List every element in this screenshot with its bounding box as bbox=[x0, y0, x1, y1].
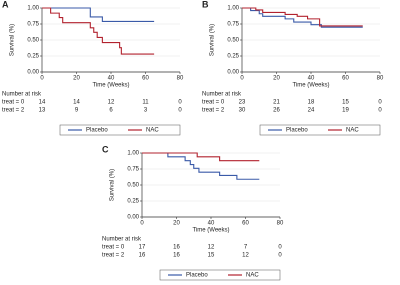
risk-value: 9 bbox=[75, 108, 79, 114]
panel-label: B bbox=[202, 0, 209, 9]
legend-label: Placebo bbox=[86, 128, 108, 134]
risk-value: 16 bbox=[173, 253, 180, 259]
x-axis-title: Time (Weeks) bbox=[292, 83, 329, 89]
y-tick-label: 1.00 bbox=[27, 6, 39, 12]
y-tick-label: 0.25 bbox=[127, 199, 139, 205]
y-tick-label: 0.00 bbox=[27, 70, 39, 76]
risk-value: 16 bbox=[139, 253, 146, 259]
risk-row-label: treat = 0 bbox=[202, 100, 225, 106]
legend-box bbox=[59, 124, 181, 136]
y-tick-label: 0.75 bbox=[127, 167, 139, 173]
risk-value: 14 bbox=[73, 100, 80, 106]
panel: C 0.00 0.25 0.50 0.75 1.00 0 20 40 60 80 Time (Week… bbox=[102, 144, 284, 281]
risk-value: 0 bbox=[178, 108, 182, 114]
y-tick-label: 0.25 bbox=[227, 54, 239, 60]
y-tick-label: 1.00 bbox=[227, 6, 239, 12]
survival-line bbox=[42, 7, 155, 22]
risk-value: 21 bbox=[273, 100, 280, 106]
legend-label: Placebo bbox=[286, 128, 308, 134]
y-tick-label: 0.50 bbox=[227, 38, 239, 44]
risk-value: 3 bbox=[144, 108, 148, 114]
risk-table-title: Number at risk bbox=[102, 237, 142, 243]
x-tick-label: 20 bbox=[73, 76, 80, 82]
legend-label: NAC bbox=[346, 128, 359, 134]
y-axis-title: Survival (%) bbox=[210, 24, 216, 56]
risk-value: 30 bbox=[239, 108, 246, 114]
x-tick-label: 60 bbox=[142, 76, 149, 82]
risk-row-label: treat = 2 bbox=[102, 253, 125, 259]
risk-value: 11 bbox=[142, 100, 149, 106]
survival-line bbox=[42, 7, 155, 55]
risk-row-label: treat = 0 bbox=[2, 100, 25, 106]
risk-value: 0 bbox=[378, 100, 382, 106]
risk-value: 18 bbox=[308, 100, 315, 106]
risk-value: 0 bbox=[278, 245, 282, 251]
y-axis-title: Survival (%) bbox=[110, 169, 116, 201]
legend-box bbox=[159, 269, 281, 281]
risk-value: 7 bbox=[244, 245, 248, 251]
risk-value: 12 bbox=[242, 253, 249, 259]
risk-value: 13 bbox=[39, 108, 46, 114]
survival-line bbox=[242, 7, 363, 27]
x-tick-label: 20 bbox=[173, 221, 180, 227]
x-tick-label: 60 bbox=[242, 221, 249, 227]
risk-value: 12 bbox=[108, 100, 115, 106]
y-tick-label: 0.75 bbox=[227, 22, 239, 28]
x-tick-label: 80 bbox=[277, 221, 284, 227]
risk-row-label: treat = 2 bbox=[2, 108, 25, 114]
risk-value: 19 bbox=[342, 108, 349, 114]
risk-row-label: treat = 0 bbox=[102, 245, 125, 251]
x-tick-label: 0 bbox=[140, 221, 144, 227]
y-tick-label: 1.00 bbox=[127, 151, 139, 157]
risk-value: 26 bbox=[273, 108, 280, 114]
x-tick-label: 40 bbox=[108, 76, 115, 82]
y-tick-label: 0.25 bbox=[27, 54, 39, 60]
risk-value: 15 bbox=[342, 100, 349, 106]
survival-line bbox=[242, 7, 363, 28]
y-axis-title: Survival (%) bbox=[10, 24, 16, 56]
x-tick-label: 0 bbox=[240, 76, 244, 82]
risk-value: 24 bbox=[308, 108, 315, 114]
risk-value: 23 bbox=[239, 100, 246, 106]
legend-label: NAC bbox=[146, 128, 159, 134]
y-tick-label: 0.00 bbox=[227, 70, 239, 76]
panel-label: A bbox=[2, 0, 9, 9]
risk-value: 0 bbox=[278, 253, 282, 259]
y-tick-label: 0.50 bbox=[127, 183, 139, 189]
y-tick-label: 0.50 bbox=[27, 38, 39, 44]
survival-line bbox=[142, 152, 260, 180]
x-axis-title: Time (Weeks) bbox=[92, 83, 129, 89]
x-tick-label: 0 bbox=[40, 76, 44, 82]
risk-value: 6 bbox=[109, 108, 113, 114]
legend-label: Placebo bbox=[186, 273, 208, 279]
risk-value: 15 bbox=[208, 253, 215, 259]
panel-label: C bbox=[102, 144, 109, 154]
risk-value: 16 bbox=[173, 245, 180, 251]
x-axis-title: Time (Weeks) bbox=[192, 228, 229, 234]
x-tick-label: 80 bbox=[377, 76, 384, 82]
y-tick-label: 0.75 bbox=[27, 22, 39, 28]
risk-value: 0 bbox=[378, 108, 382, 114]
risk-value: 17 bbox=[139, 245, 146, 251]
y-tick-label: 0.00 bbox=[127, 215, 139, 221]
x-tick-label: 40 bbox=[208, 221, 215, 227]
survival-line bbox=[142, 152, 260, 162]
x-tick-label: 40 bbox=[308, 76, 315, 82]
panel: B 0.00 0.25 0.50 0.75 1.00 0 20 40 60 80 Time (Week… bbox=[202, 0, 384, 136]
risk-table-title: Number at risk bbox=[202, 92, 242, 98]
risk-value: 12 bbox=[208, 245, 215, 251]
x-tick-label: 20 bbox=[273, 76, 280, 82]
x-tick-label: 60 bbox=[342, 76, 349, 82]
legend-box bbox=[259, 124, 381, 136]
risk-row-label: treat = 2 bbox=[202, 108, 225, 114]
x-tick-label: 80 bbox=[177, 76, 184, 82]
risk-value: 0 bbox=[178, 100, 182, 106]
risk-table-title: Number at risk bbox=[2, 92, 42, 98]
risk-value: 14 bbox=[39, 100, 46, 106]
legend-label: NAC bbox=[246, 273, 259, 279]
